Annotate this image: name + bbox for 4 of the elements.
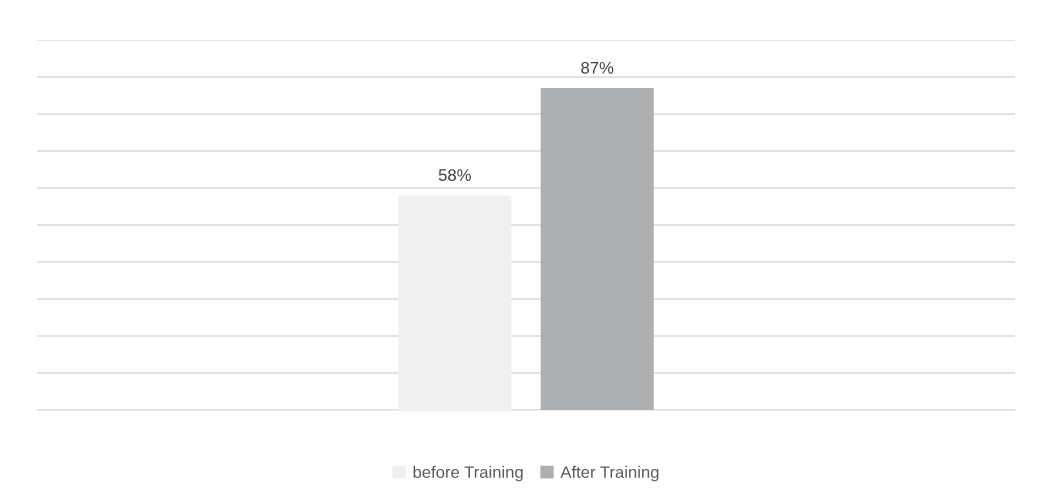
legend-label: After Training — [560, 465, 659, 482]
data-label: 58% — [438, 169, 471, 181]
data-label: 87% — [581, 61, 614, 74]
legend-label: before Training — [413, 465, 523, 482]
